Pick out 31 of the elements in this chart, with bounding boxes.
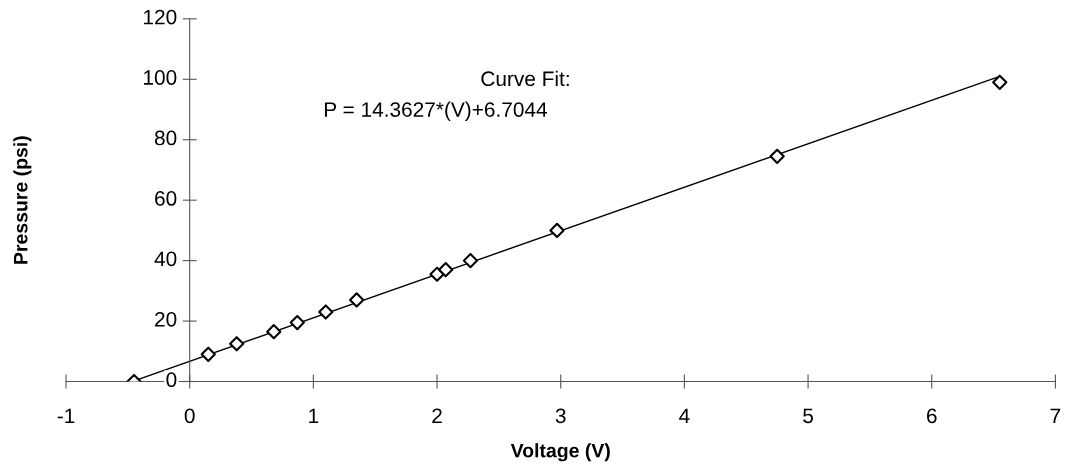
annotation: Curve Fit: xyxy=(481,70,569,87)
y-tick-label: 60 xyxy=(155,191,177,206)
point xyxy=(349,292,365,308)
point xyxy=(200,346,216,362)
point xyxy=(769,148,785,164)
x-tick-label: 4 xyxy=(679,408,690,423)
x-tick-label: 3 xyxy=(555,408,566,424)
y-tick-label: 120 xyxy=(144,9,177,25)
x-tick-label: 6 xyxy=(927,408,937,424)
point xyxy=(229,336,245,352)
y-tick-label: 40 xyxy=(154,251,177,267)
x-tick-label: 0 xyxy=(184,408,195,424)
x-tick-label: 2 xyxy=(432,408,442,423)
point xyxy=(289,314,305,331)
x-tick-label: 7 xyxy=(1050,408,1061,423)
point xyxy=(438,262,454,278)
y-tick-label: 20 xyxy=(155,311,177,327)
x-tick-label: -1 xyxy=(57,408,75,423)
y-tick-label: 0 xyxy=(166,372,177,388)
y-tick-label: 80 xyxy=(154,130,177,146)
y-tick-label: 100 xyxy=(144,70,177,85)
annotation: P = 14.3627*(V)+6.7044 xyxy=(324,101,548,122)
point xyxy=(992,74,1008,90)
point xyxy=(318,304,334,320)
point xyxy=(266,324,282,340)
x-tick-label: 1 xyxy=(309,408,319,423)
point xyxy=(462,252,479,269)
y-axis-title: Pressure (psi) xyxy=(13,136,32,264)
x-tick-label: 5 xyxy=(803,408,813,424)
x-axis-title: Voltage (V) xyxy=(510,443,610,462)
point xyxy=(549,222,565,239)
